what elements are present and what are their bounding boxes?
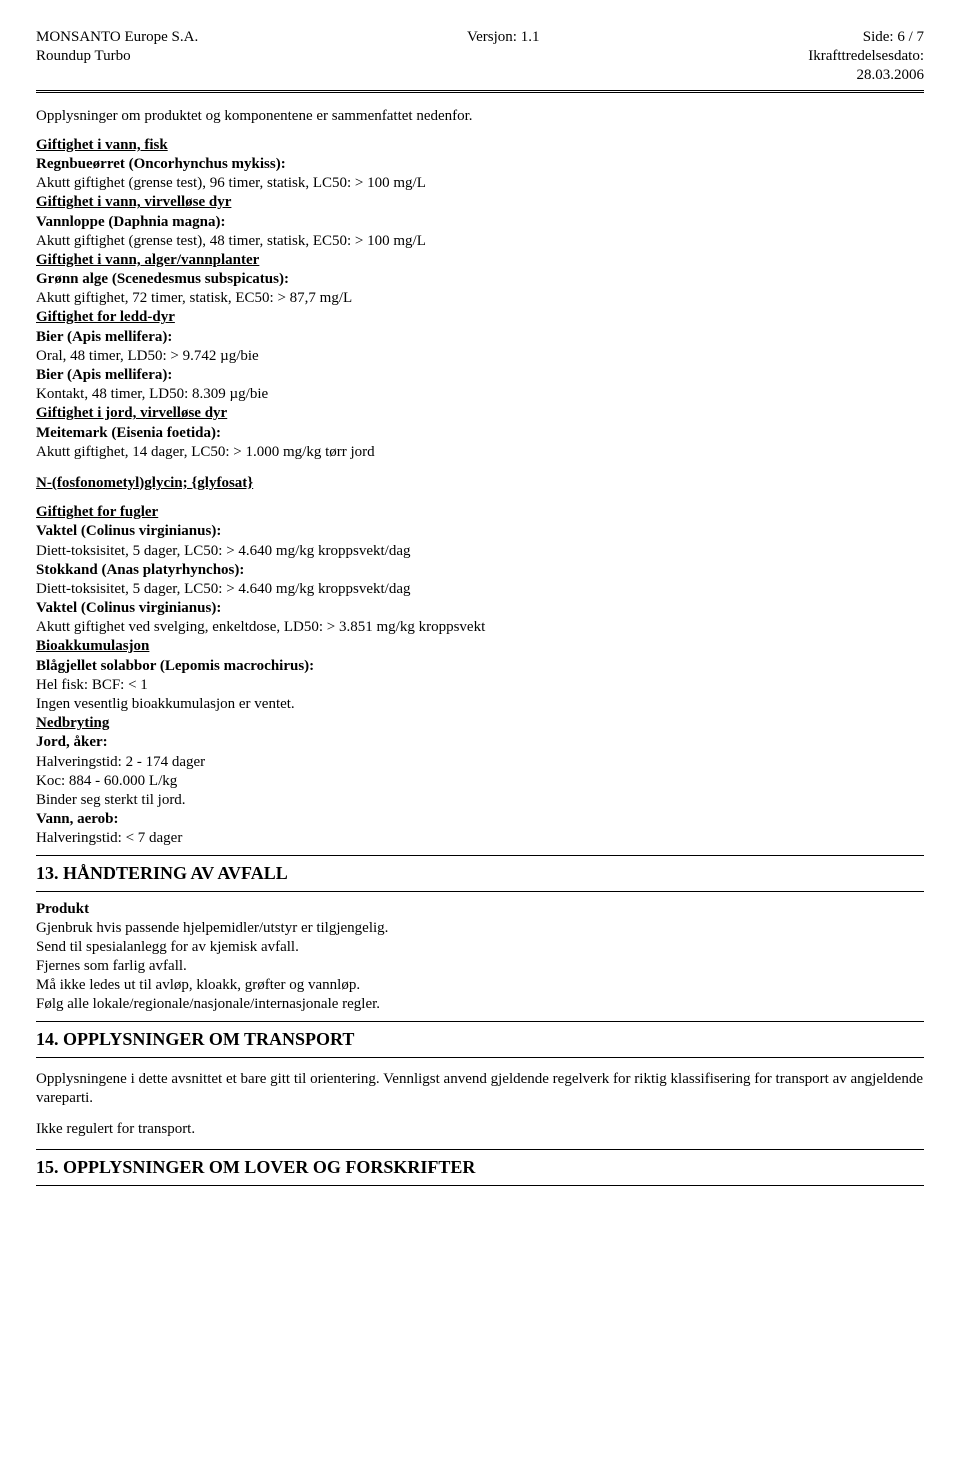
section-15-title: 15. OPPLYSNINGER OM LOVER OG FORSKRIFTER [36,1156,924,1179]
birds-quail1-value: Diett-toksisitet, 5 dager, LC50: > 4.640… [36,542,924,561]
tox-invert-heading: Giftighet i vann, virvelløse dyr [36,193,924,212]
birds-quail2-species: Vaktel (Colinus virginianus): [36,599,924,618]
section-14-title: 14. OPPLYSNINGER OM TRANSPORT [36,1028,924,1051]
tox-fish-species: Regnbueørret (Oncorhynchus mykiss): [36,155,924,174]
effective-date-label: Ikrafttredelsesdato: [808,47,924,66]
section-rule-13-bottom [36,891,924,892]
bioacc-heading: Bioakkumulasjon [36,637,924,656]
section-rule-15-bottom [36,1185,924,1186]
section-rule-14-bottom [36,1057,924,1058]
toxicity-block: Giftighet i vann, fisk Regnbueørret (Onc… [36,136,924,462]
degrade-water-species: Vann, aerob: [36,810,924,829]
tox-fish-heading: Giftighet i vann, fisk [36,136,924,155]
section-rule-13-top [36,855,924,856]
s13-product-heading: Produkt [36,900,924,919]
bioacc-value2: Ingen vesentlig bioakkumulasjon er vente… [36,695,924,714]
birds-mallard-species: Stokkand (Anas platyrhynchos): [36,561,924,580]
degrade-heading: Nedbryting [36,714,924,733]
glyphosate-data-block: Giftighet for fugler Vaktel (Colinus vir… [36,503,924,848]
birds-quail1-species: Vaktel (Colinus virginianus): [36,522,924,541]
tox-algae-species: Grønn alge (Scenedesmus subspicatus): [36,270,924,289]
page-header: MONSANTO Europe S.A. Roundup Turbo Versj… [36,28,924,86]
tox-bee2-value: Kontakt, 48 timer, LD50: 8.309 µg/bie [36,385,924,404]
s13-line3: Fjernes som farlig avfall. [36,957,924,976]
tox-bee1-species: Bier (Apis mellifera): [36,328,924,347]
tox-fish-value: Akutt giftighet (grense test), 96 timer,… [36,174,924,193]
section-13-body: Produkt Gjenbruk hvis passende hjelpemid… [36,900,924,1015]
birds-quail2-value: Akutt giftighet ved svelging, enkeltdose… [36,618,924,637]
s13-line2: Send til spesialanlegg for av kjemisk av… [36,938,924,957]
section-rule-15-top [36,1149,924,1150]
tox-worm-value: Akutt giftighet, 14 dager, LC50: > 1.000… [36,443,924,462]
s14-paragraph2: Ikke regulert for transport. [36,1120,924,1139]
tox-invert-species: Vannloppe (Daphnia magna): [36,213,924,232]
effective-date: 28.03.2006 [808,66,924,85]
header-left: MONSANTO Europe S.A. Roundup Turbo [36,28,198,66]
degrade-soil-v1: Halveringstid: 2 - 174 dager [36,753,924,772]
bioacc-value1: Hel fisk: BCF: < 1 [36,676,924,695]
page-number: Side: 6 / 7 [808,28,924,47]
header-center: Versjon: 1.1 [198,28,808,47]
intro-paragraph: Opplysninger om produktet og komponenten… [36,107,924,126]
tox-bee2-species: Bier (Apis mellifera): [36,366,924,385]
version-label: Versjon: 1.1 [198,28,808,47]
product-name: Roundup Turbo [36,47,198,66]
section-rule-14-top [36,1021,924,1022]
tox-invert-value: Akutt giftighet (grense test), 48 timer,… [36,232,924,251]
degrade-soil-v3: Binder seg sterkt til jord. [36,791,924,810]
tox-arthropod-heading: Giftighet for ledd-dyr [36,308,924,327]
tox-algae-value: Akutt giftighet, 72 timer, statisk, EC50… [36,289,924,308]
header-rule [36,90,924,93]
tox-algae-heading: Giftighet i vann, alger/vannplanter [36,251,924,270]
company-name: MONSANTO Europe S.A. [36,28,198,47]
birds-heading: Giftighet for fugler [36,503,924,522]
degrade-water-v1: Halveringstid: < 7 dager [36,829,924,848]
header-right: Side: 6 / 7 Ikrafttredelsesdato: 28.03.2… [808,28,924,86]
section-13-title: 13. HÅNDTERING AV AVFALL [36,862,924,885]
tox-worm-species: Meitemark (Eisenia foetida): [36,424,924,443]
bioacc-species: Blågjellet solabbor (Lepomis macrochirus… [36,657,924,676]
degrade-soil-species: Jord, åker: [36,733,924,752]
s14-paragraph1: Opplysningene i dette avsnittet et bare … [36,1070,924,1108]
tox-bee1-value: Oral, 48 timer, LD50: > 9.742 µg/bie [36,347,924,366]
birds-mallard-value: Diett-toksisitet, 5 dager, LC50: > 4.640… [36,580,924,599]
s13-line4: Må ikke ledes ut til avløp, kloakk, grøf… [36,976,924,995]
tox-soil-heading: Giftighet i jord, virvelløse dyr [36,404,924,423]
s13-line1: Gjenbruk hvis passende hjelpemidler/utst… [36,919,924,938]
glyphosate-heading: N-(fosfonometyl)glycin; {glyfosat} [36,474,924,493]
degrade-soil-v2: Koc: 884 - 60.000 L/kg [36,772,924,791]
s13-line5: Følg alle lokale/regionale/nasjonale/int… [36,995,924,1014]
